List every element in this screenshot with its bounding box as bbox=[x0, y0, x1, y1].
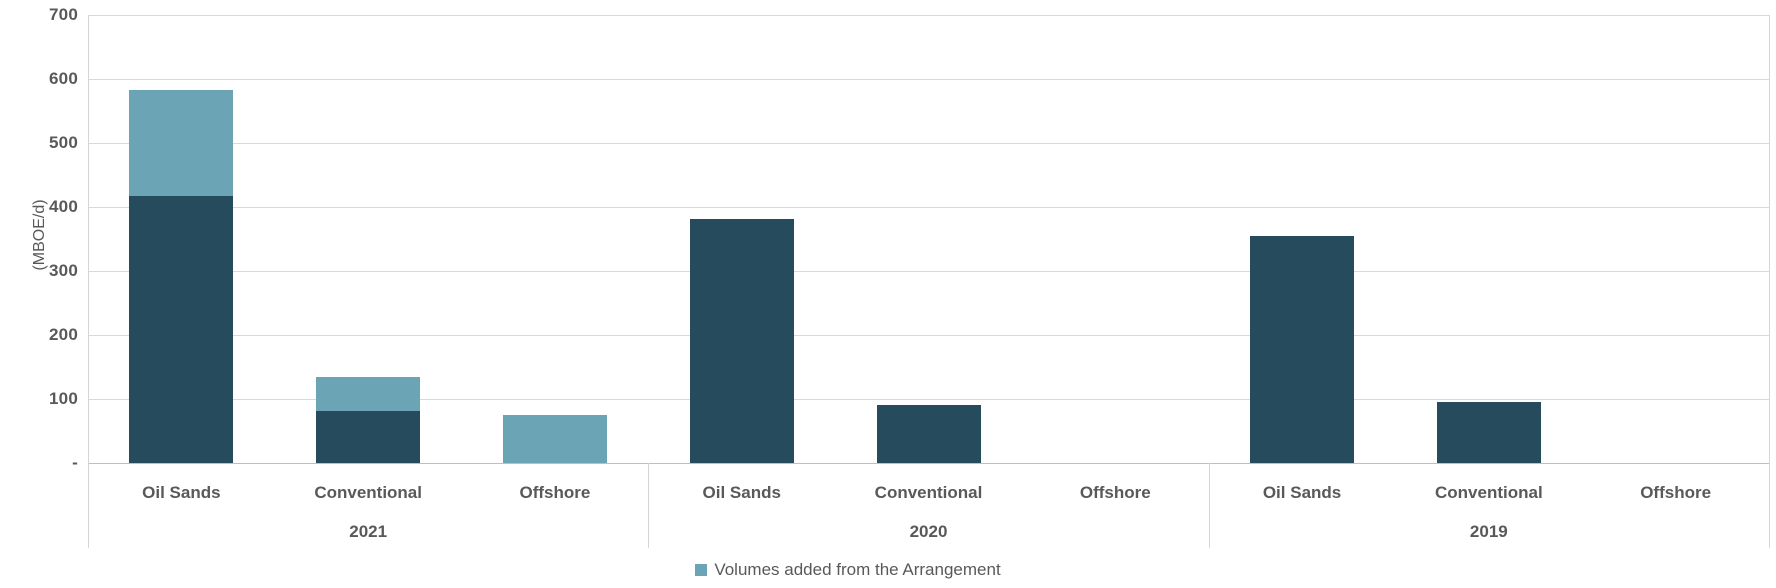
x-axis-line bbox=[88, 463, 1769, 464]
category-label: Conventional bbox=[874, 483, 983, 502]
bar-segment-base bbox=[316, 410, 421, 463]
year-label: 2019 bbox=[1469, 522, 1508, 541]
gridline bbox=[88, 143, 1769, 144]
legend-entry: Volumes added from the Arrangement bbox=[695, 560, 1001, 580]
category-label: Oil Sands bbox=[702, 483, 781, 502]
year-label: 2021 bbox=[349, 522, 388, 541]
group-separator bbox=[1208, 463, 1210, 548]
category-label: Offshore bbox=[519, 483, 591, 502]
category-label: Conventional bbox=[314, 483, 422, 502]
y-tick-label: 600 bbox=[49, 69, 78, 88]
category-label: Conventional bbox=[1434, 483, 1543, 502]
gridline bbox=[88, 207, 1769, 208]
legend-label: Volumes added from the Arrangement bbox=[714, 560, 1001, 579]
y-tick-label: 100 bbox=[49, 389, 78, 408]
y-axis-line bbox=[88, 15, 89, 548]
y-tick-label: - bbox=[72, 453, 78, 472]
y-tick-label: 300 bbox=[49, 261, 78, 280]
category-label: Offshore bbox=[1079, 483, 1151, 502]
gridline bbox=[88, 15, 1769, 16]
gridline bbox=[88, 79, 1769, 80]
bar-segment-added bbox=[316, 377, 421, 411]
y-tick-label: 400 bbox=[49, 197, 78, 216]
bar-segment-base bbox=[689, 219, 794, 463]
bar-segment-base bbox=[1436, 401, 1541, 463]
bar-segment-added bbox=[129, 89, 234, 197]
category-label: Oil Sands bbox=[142, 483, 221, 502]
category-label: Oil Sands bbox=[1262, 483, 1342, 502]
plot-right-border bbox=[1769, 15, 1770, 548]
legend: Volumes added from the Arrangement bbox=[0, 560, 1776, 580]
bar-segment-base bbox=[876, 405, 981, 463]
year-label: 2020 bbox=[909, 522, 948, 541]
group-separator bbox=[648, 463, 650, 548]
y-tick-label: 500 bbox=[49, 133, 78, 152]
y-tick-label: 700 bbox=[49, 5, 78, 24]
bar-segment-added bbox=[502, 415, 607, 463]
category-label: Offshore bbox=[1640, 483, 1712, 502]
gridline bbox=[88, 271, 1769, 272]
gridline bbox=[88, 335, 1769, 336]
y-tick-label: 200 bbox=[49, 325, 78, 344]
legend-swatch bbox=[695, 564, 708, 576]
gridline bbox=[88, 399, 1769, 400]
bar-segment-base bbox=[129, 196, 234, 463]
bar-segment-base bbox=[1250, 235, 1355, 463]
